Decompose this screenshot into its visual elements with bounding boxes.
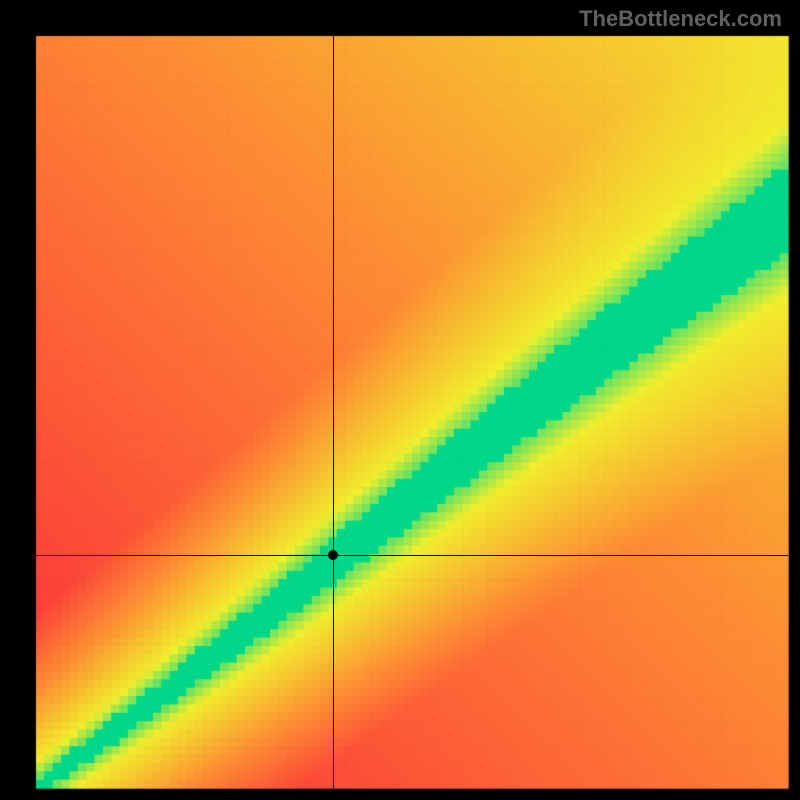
crosshair-horizontal	[36, 555, 788, 556]
watermark-text: TheBottleneck.com	[579, 6, 782, 32]
bottleneck-heatmap	[0, 0, 800, 800]
crosshair-vertical	[333, 36, 334, 788]
marker-dot	[328, 550, 338, 560]
